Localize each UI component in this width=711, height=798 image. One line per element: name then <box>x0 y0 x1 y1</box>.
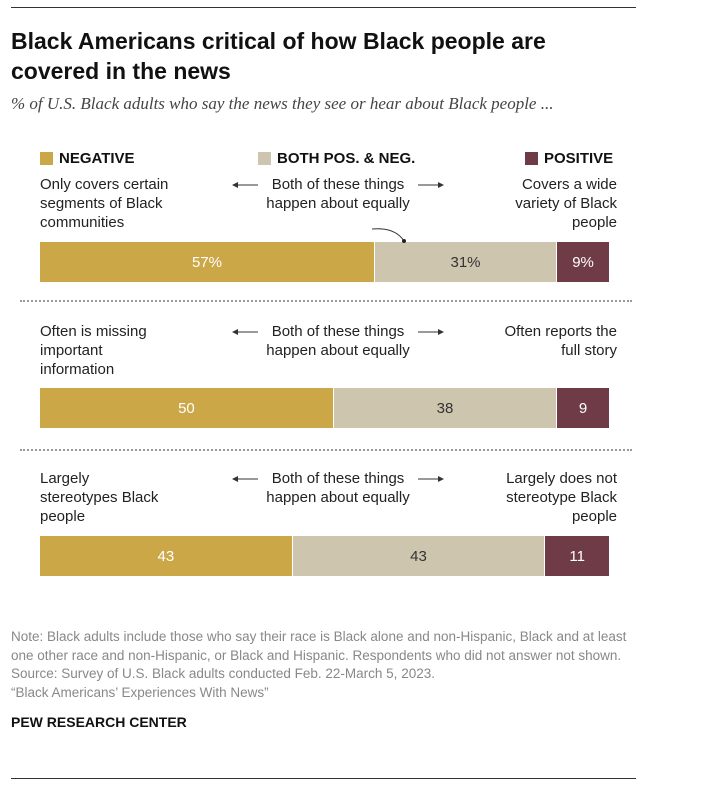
stacked-bar: 43 43 11 <box>40 536 610 576</box>
negative-label: Only covers certain segments of Black co… <box>40 176 169 231</box>
note-text: Note: Black adults include those who say… <box>11 629 627 663</box>
bar-segment-negative: 43 <box>40 536 293 576</box>
stacked-bar: 50 38 9 <box>40 388 610 428</box>
data-label: 38 <box>436 399 454 417</box>
positive-label: Covers a wide variety of Black people <box>515 176 617 231</box>
bar-segment-positive: 9 <box>557 388 610 428</box>
footnote: Note: Black adults include those who say… <box>11 628 636 730</box>
legend-positive: POSITIVE <box>525 150 613 167</box>
negative-label: Largely stereotypes Black people <box>40 470 159 525</box>
brand-logo: PEW RESEARCH CENTER <box>11 714 187 730</box>
arrow-right-icon <box>418 182 444 188</box>
legend-swatch <box>40 152 53 165</box>
arrow-right-icon <box>418 329 444 335</box>
positive-label: Largely does not stereotype Black people <box>506 470 617 525</box>
chart-subtitle: % of U.S. Black adults who say the news … <box>11 94 554 113</box>
arrow-right-icon <box>418 476 444 482</box>
row-divider <box>20 300 632 302</box>
both-label: Both of these things happen about equall… <box>266 176 410 212</box>
report-title: “Black Americans’ Experiences With News” <box>11 684 269 700</box>
data-label: 11 <box>569 547 585 565</box>
data-label: 43 <box>157 547 175 565</box>
chart-title: Black Americans critical of how Black pe… <box>11 28 546 84</box>
row-divider <box>20 449 632 451</box>
legend-negative: NEGATIVE <box>40 150 135 167</box>
bar-segment-negative: 57% <box>40 242 375 282</box>
legend-both: BOTH POS. & NEG. <box>258 150 415 167</box>
data-label: 50 <box>178 399 195 417</box>
bottom-rule <box>11 778 636 779</box>
chart-header: Black Americans critical of how Black pe… <box>11 26 621 115</box>
data-label: 31% <box>450 253 481 271</box>
legend-swatch <box>525 152 538 165</box>
data-label: 57% <box>191 253 222 271</box>
legend-label: POSITIVE <box>544 150 614 167</box>
note-block: Note: Black adults include those who say… <box>11 628 636 702</box>
bar-segment-negative: 50 <box>40 388 334 428</box>
both-label: Both of these things happen about equall… <box>266 323 410 359</box>
data-label: 9% <box>572 253 594 271</box>
bar-segment-positive: 9% <box>557 242 610 282</box>
bar-segment-both: 43 <box>292 536 546 576</box>
negative-label: Often is missing important information <box>40 323 147 378</box>
bar-segment-positive: 11 <box>545 536 610 576</box>
data-label: 43 <box>410 547 427 565</box>
arrow-left-icon <box>232 182 258 188</box>
legend-label: NEGATIVE <box>59 150 135 167</box>
stacked-bar: 57% 31% 9% <box>40 242 610 282</box>
arrow-left-icon <box>232 476 258 482</box>
legend-label: BOTH POS. & NEG. <box>277 150 416 167</box>
both-label: Both of these things happen about equall… <box>266 470 410 506</box>
bar-segment-both: 31% <box>374 242 558 282</box>
legend-swatch <box>258 152 271 165</box>
top-rule <box>11 7 636 8</box>
source-text: Source: Survey of U.S. Black adults cond… <box>11 666 435 681</box>
arrow-left-icon <box>232 329 258 335</box>
positive-label: Often reports the full story <box>504 323 617 359</box>
data-label: 9 <box>578 399 588 417</box>
bar-segment-both: 38 <box>333 388 558 428</box>
